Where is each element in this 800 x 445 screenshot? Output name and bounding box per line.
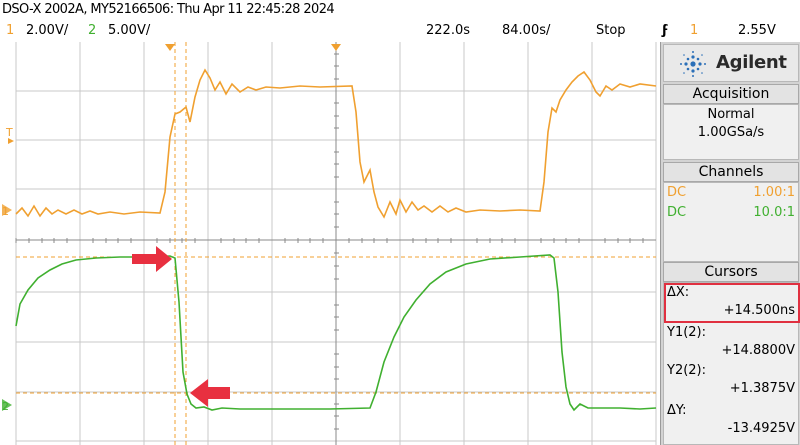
channels-header[interactable]: Channels	[663, 162, 799, 182]
acquisition-section: Normal 1.00GSa/s	[663, 104, 799, 160]
brand-name: Agilent	[716, 52, 787, 73]
channels-section: DC 1.00:1 DC 10.0:1	[663, 182, 799, 262]
delta-x-highlight	[664, 283, 800, 323]
delta-y-label: ΔY:	[667, 403, 687, 418]
trigger-edge-icon: ϝ	[662, 23, 669, 38]
trigger-level[interactable]: 2.55V	[738, 23, 776, 38]
sample-rate: 1.00GSa/s	[697, 125, 765, 140]
agilent-logo: Agilent	[663, 44, 799, 82]
ch2-scale[interactable]: 5.00V/	[108, 23, 151, 38]
ch2-probe: 10.0:1	[753, 205, 795, 220]
ch2-waveform	[15, 254, 657, 412]
status-bar: 1 2.00V/ 2 5.00V/ 222.0s 84.00s/ Stop ϝ …	[0, 22, 800, 42]
acquisition-mode: Normal	[707, 107, 755, 122]
y2-value: +1.3875V	[729, 381, 795, 396]
trigger-position-marker	[165, 44, 175, 51]
trigger-level-label: T	[5, 126, 13, 139]
trigger-channel[interactable]: 1	[690, 23, 699, 38]
y1-value: +14.8800V	[721, 343, 795, 358]
delta-y-value: -13.4925V	[727, 421, 795, 436]
ch1-probe: 1.00:1	[753, 185, 795, 200]
cursors-header[interactable]: Cursors	[663, 262, 799, 282]
ch1-ground-label: 1	[2, 205, 9, 218]
red-arrow-upper	[132, 246, 172, 272]
time-reference-marker	[331, 44, 341, 51]
delta-x-label: ΔX:	[667, 285, 690, 300]
cursors-section: ΔX: +14.500ns Y1(2): +14.8800V Y2(2): +1…	[663, 282, 800, 445]
ch2-ground-marker	[2, 399, 12, 411]
ch2-ground-label: 2	[2, 400, 9, 413]
acquisition-header[interactable]: Acquisition	[663, 84, 799, 104]
time-scale[interactable]: 84.00s/	[502, 23, 551, 38]
grid-center-axes	[16, 42, 656, 445]
waveform-screen[interactable]: T 1 2	[0, 42, 660, 445]
ch1-coupling: DC	[667, 185, 687, 200]
ch2-coupling: DC	[667, 205, 687, 220]
ch2-number[interactable]: 2	[88, 23, 97, 38]
red-arrow-lower	[190, 379, 230, 407]
delta-x-value: +14.500ns	[723, 303, 795, 318]
window-title: DSO-X 2002A, MY52166506: Thu Apr 11 22:4…	[2, 2, 335, 17]
run-state[interactable]: Stop	[596, 23, 626, 38]
ch1-number[interactable]: 1	[6, 23, 15, 38]
ground-markers: T 1 2	[2, 126, 14, 413]
time-offset[interactable]: 222.0s	[426, 23, 470, 38]
y2-label: Y2(2):	[667, 363, 707, 378]
ch1-scale[interactable]: 2.00V/	[26, 23, 69, 38]
ch1-waveform	[15, 68, 657, 219]
trigger-level-marker	[8, 138, 14, 144]
title-bar: DSO-X 2002A, MY52166506: Thu Apr 11 22:4…	[0, 0, 800, 22]
agilent-spark-icon	[680, 51, 706, 77]
grid-ticks	[15, 53, 644, 430]
side-panel: Agilent Acquisition Normal 1.00GSa/s Cha…	[660, 42, 800, 445]
ch1-ground-marker	[2, 204, 12, 216]
y1-label: Y1(2):	[667, 325, 707, 340]
